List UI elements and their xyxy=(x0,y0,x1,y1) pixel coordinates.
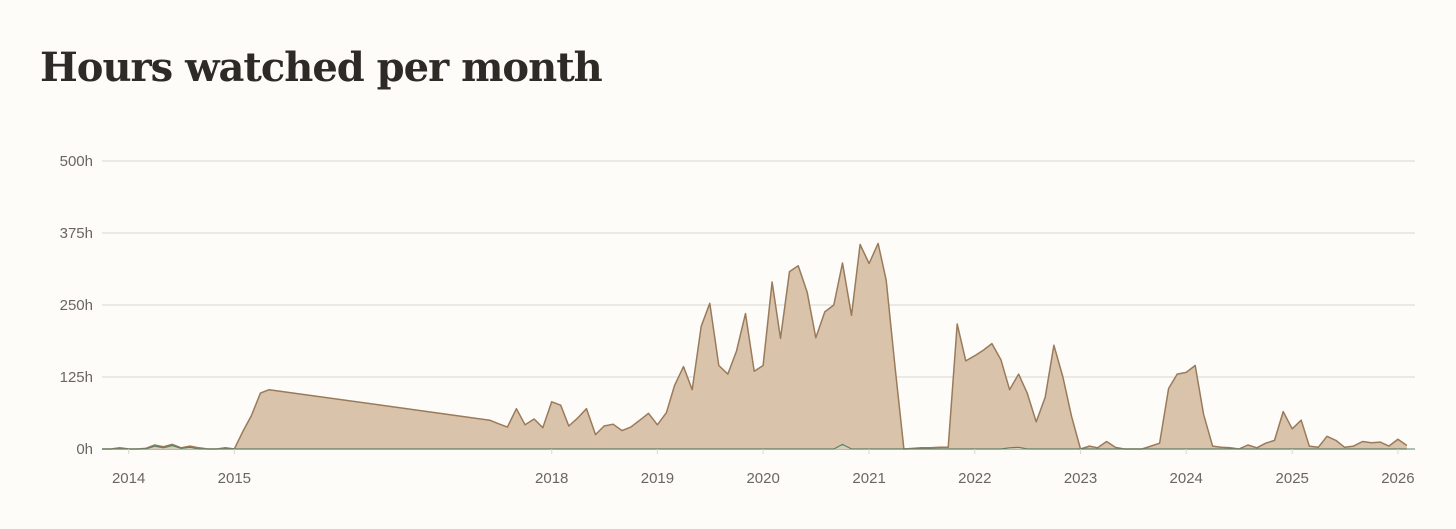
x-tick-label: 2024 xyxy=(1170,470,1203,487)
x-tick-label: 2026 xyxy=(1381,470,1414,487)
y-tick-label: 0h xyxy=(76,441,93,458)
y-tick-label: 500h xyxy=(60,153,93,170)
series-line xyxy=(102,242,1408,450)
x-tick-label: 2022 xyxy=(958,470,991,487)
x-tick-label: 2020 xyxy=(746,470,779,487)
chart-area xyxy=(102,242,1408,450)
x-axis-ticks: 2014 2015 2018 2019 2020 2021 2022 2023 2024 2025… xyxy=(112,449,1415,487)
x-tick-label: 2015 xyxy=(218,470,251,487)
x-tick-label: 2014 xyxy=(112,470,145,487)
y-axis-ticks: 0h 125h 250h 375h 500h xyxy=(60,153,93,458)
x-tick-label: 2018 xyxy=(535,470,568,487)
x-tick-label: 2023 xyxy=(1064,470,1097,487)
y-tick-label: 250h xyxy=(60,297,93,314)
x-tick-label: 2019 xyxy=(641,470,674,487)
x-tick-label: 2021 xyxy=(852,470,885,487)
chart-title: Hours watched per month xyxy=(40,44,603,91)
y-tick-label: 375h xyxy=(60,225,93,242)
series-area-fill xyxy=(102,243,1407,449)
y-tick-label: 125h xyxy=(60,369,93,386)
secondary-series-line xyxy=(102,443,1407,450)
x-tick-label: 2025 xyxy=(1276,470,1309,487)
